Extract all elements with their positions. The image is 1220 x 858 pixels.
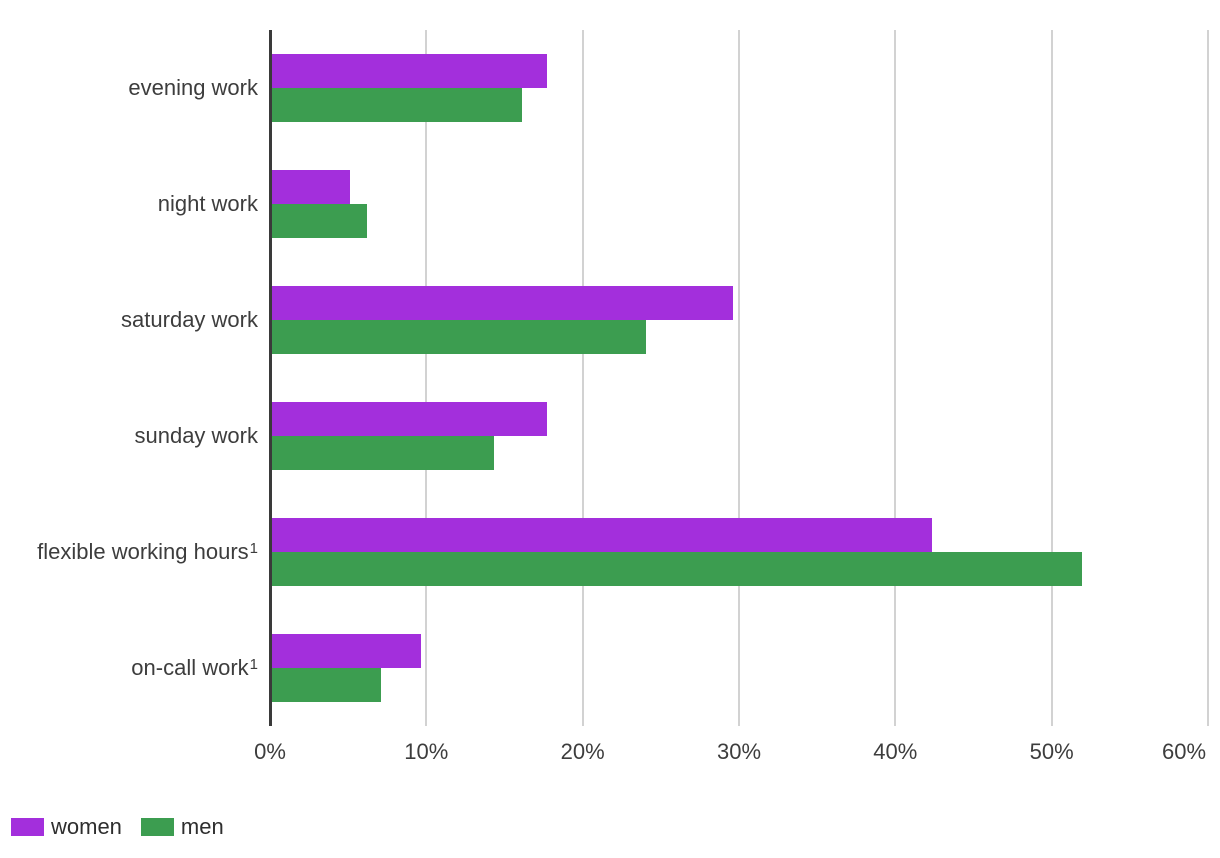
men-color-swatch (140, 818, 174, 836)
category-label: night work (157, 191, 258, 216)
bar-men (272, 88, 523, 122)
gridline (1207, 30, 1209, 726)
bar-group-row (272, 610, 1208, 726)
bar-group-row (272, 494, 1208, 610)
bars-container (272, 30, 1208, 726)
legend-item-men: men (140, 814, 224, 840)
women-color-swatch (11, 818, 44, 836)
plot-area (269, 30, 1209, 726)
x-tick-label: 40% (873, 739, 918, 764)
bar-women (272, 402, 548, 436)
bar-group-row (272, 378, 1208, 494)
gridline (894, 30, 897, 726)
category-label: saturday work (121, 307, 258, 332)
bar-women (272, 518, 932, 552)
category-labels: evening work night work saturday work sunda… (0, 30, 258, 726)
category-label: evening work (128, 75, 258, 100)
bar-women (272, 634, 421, 668)
x-tick-label: 50% (1029, 739, 1074, 764)
bar-men (272, 668, 382, 702)
gridline (581, 30, 584, 726)
y-axis-line (269, 30, 272, 726)
gridline (738, 30, 740, 726)
bar-men (272, 436, 494, 470)
x-tick-label: 60% (1161, 739, 1207, 764)
bar-women (272, 54, 548, 88)
category-label: flexible working hours 1 (37, 539, 258, 564)
bar-group-row (272, 262, 1208, 378)
bar-men (272, 320, 646, 354)
bar-women (272, 170, 351, 204)
category-label: on-call work 1 (131, 655, 258, 680)
category-label: sunday work (134, 423, 258, 448)
bar-women (272, 286, 734, 320)
legend-label-women: women (51, 814, 122, 839)
x-tick-label: 20% (560, 739, 605, 764)
x-tick-label: 30% (716, 739, 762, 764)
gridline (1050, 30, 1053, 726)
gridline (425, 30, 428, 726)
x-tick-label: 0% (254, 739, 286, 764)
legend: women men (11, 814, 243, 840)
x-tick-label: 10% (404, 739, 449, 764)
bar-men (272, 552, 1082, 586)
legend-item-women: women (11, 814, 122, 840)
bar-group-row (272, 30, 1208, 146)
bar-men (272, 204, 368, 238)
legend-label-men: men (180, 814, 224, 839)
bar-group-row (272, 146, 1208, 262)
